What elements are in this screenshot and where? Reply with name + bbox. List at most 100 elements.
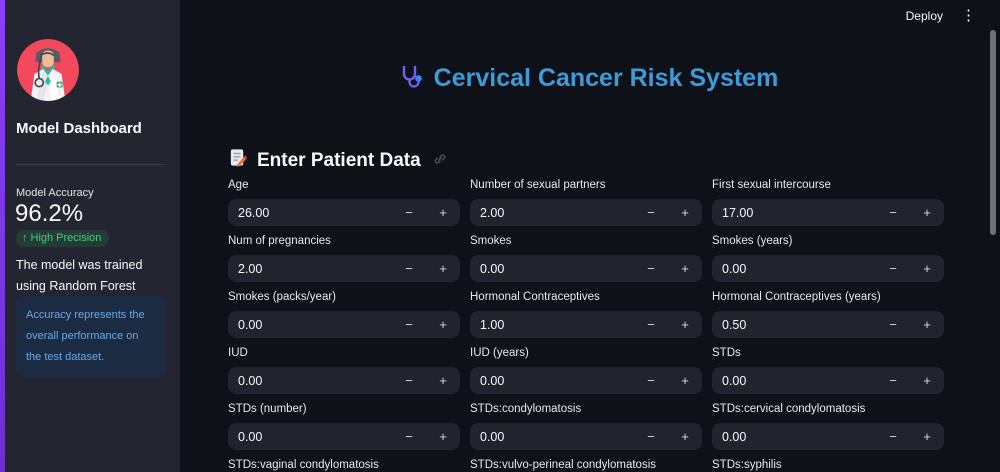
number-input-field[interactable] (712, 311, 876, 338)
number-input: −+ (228, 199, 460, 226)
doctor-avatar (17, 39, 79, 101)
decrement-button[interactable]: − (876, 367, 910, 394)
info-box: Accuracy represents the overall performa… (16, 296, 166, 377)
field-label: STDs (number) (228, 403, 307, 415)
increment-button[interactable]: + (426, 255, 460, 282)
arrow-up-icon: ↑ (22, 232, 28, 244)
increment-button[interactable]: + (426, 311, 460, 338)
number-input: −+ (712, 255, 944, 282)
decrement-button[interactable]: − (876, 255, 910, 282)
increment-button[interactable]: + (426, 199, 460, 226)
vertical-scrollbar[interactable] (990, 30, 996, 235)
field-label: STDs:cervical condylomatosis (712, 403, 866, 415)
increment-button[interactable]: + (668, 423, 702, 450)
field-smokes: Smokes −+ (470, 235, 702, 282)
increment-button[interactable]: + (910, 311, 944, 338)
decrement-button[interactable]: − (634, 199, 668, 226)
field-num-of-pregnancies: Num of pregnancies −+ (228, 235, 460, 282)
decrement-button[interactable]: − (876, 199, 910, 226)
increment-button[interactable]: + (426, 367, 460, 394)
field-label: Num of pregnancies (228, 235, 331, 247)
increment-button[interactable]: + (668, 367, 702, 394)
main-content: Deploy ⋮ Cervical Cancer Risk System (180, 0, 1000, 472)
field-first-sexual-intercourse: First sexual intercourse −+ (712, 179, 944, 226)
field-hormonal-contraceptives-years: Hormonal Contraceptives (years) −+ (712, 291, 944, 338)
field-label: STDs:condylomatosis (470, 403, 582, 415)
sidebar: Model Dashboard Model Accuracy 96.2% ↑ H… (0, 0, 180, 472)
increment-button[interactable]: + (426, 423, 460, 450)
field-stds-vaginal-condylomatosis: STDs:vaginal condylomatosis−+ (228, 459, 460, 472)
increment-button[interactable]: + (668, 255, 702, 282)
number-input-field[interactable] (712, 423, 876, 450)
decrement-button[interactable]: − (634, 255, 668, 282)
number-input: −+ (712, 311, 944, 338)
app-header-toolbar: Deploy ⋮ (906, 6, 980, 25)
doctor-avatar-image (17, 39, 79, 101)
number-input-field[interactable] (712, 367, 876, 394)
deploy-button[interactable]: Deploy (905, 8, 943, 23)
metric-value: 96.2% (15, 200, 84, 227)
field-label: STDs:vaginal condylomatosis (228, 459, 379, 471)
field-stds: STDs −+ (712, 347, 944, 394)
decrement-button[interactable]: − (392, 367, 426, 394)
kebab-menu-icon[interactable]: ⋮ (961, 7, 976, 24)
increment-button[interactable]: + (910, 423, 944, 450)
decrement-button[interactable]: − (634, 311, 668, 338)
number-input: −+ (712, 199, 944, 226)
page-title-text: Cervical Cancer Risk System (433, 64, 779, 92)
field-label: First sexual intercourse (712, 179, 831, 191)
field-label: IUD (years) (470, 347, 529, 359)
increment-button[interactable]: + (910, 255, 944, 282)
number-input-field[interactable] (228, 311, 392, 338)
number-input-field[interactable] (712, 199, 876, 226)
decrement-button[interactable]: − (392, 311, 426, 338)
decrement-button[interactable]: − (876, 423, 910, 450)
field-label: Smokes (packs/year) (228, 291, 337, 303)
link-anchor-icon[interactable] (433, 150, 447, 172)
number-input-field[interactable] (228, 423, 392, 450)
field-number-of-sexual-partners: Number of sexual partners −+ (470, 179, 702, 226)
field-label: STDs:syphilis (712, 459, 782, 471)
number-input-field[interactable] (228, 367, 392, 394)
increment-button[interactable]: + (910, 367, 944, 394)
number-input-field[interactable] (228, 255, 392, 282)
increment-button[interactable]: + (668, 311, 702, 338)
field-stds-cervical-condylomatosis: STDs:cervical condylomatosis−+ (712, 403, 944, 450)
stethoscope-icon (398, 64, 424, 97)
page-title: Cervical Cancer Risk System (180, 64, 996, 97)
number-input-field[interactable] (470, 367, 634, 394)
field-stds-condylomatosis: STDs:condylomatosis −+ (470, 403, 702, 450)
number-input-field[interactable] (470, 423, 634, 450)
decrement-button[interactable]: − (392, 423, 426, 450)
decrement-button[interactable]: − (392, 199, 426, 226)
field-hormonal-contraceptives: Hormonal Contraceptives −+ (470, 291, 702, 338)
number-input: −+ (470, 199, 702, 226)
decrement-button[interactable]: − (876, 311, 910, 338)
decrement-button[interactable]: − (634, 367, 668, 394)
field-iud-years: IUD (years) −+ (470, 347, 702, 394)
field-stds-vulvo-perineal-condylomatosis: STDs:vulvo-perineal condylomatosis−+ (470, 459, 702, 472)
decrement-button[interactable]: − (634, 423, 668, 450)
field-label: Hormonal Contraceptives (470, 291, 600, 303)
increment-button[interactable]: + (668, 199, 702, 226)
field-label: Hormonal Contraceptives (years) (712, 291, 881, 303)
number-input-field[interactable] (470, 199, 634, 226)
decrement-button[interactable]: − (392, 255, 426, 282)
number-input-field[interactable] (228, 199, 392, 226)
metric-label: Model Accuracy (16, 187, 94, 199)
metric-delta-badge: ↑ High Precision (16, 230, 110, 247)
number-input: −+ (228, 423, 460, 450)
number-input: −+ (228, 367, 460, 394)
field-smokes-packs-year: Smokes (packs/year) −+ (228, 291, 460, 338)
memo-icon (228, 148, 248, 173)
number-input-field[interactable] (470, 311, 634, 338)
field-label: STDs:vulvo-perineal condylomatosis (470, 459, 656, 471)
number-input: −+ (470, 367, 702, 394)
number-input-field[interactable] (470, 255, 634, 282)
number-input-field[interactable] (712, 255, 876, 282)
sidebar-divider (16, 164, 164, 165)
sidebar-title: Model Dashboard (16, 120, 142, 137)
number-input: −+ (470, 255, 702, 282)
increment-button[interactable]: + (910, 199, 944, 226)
